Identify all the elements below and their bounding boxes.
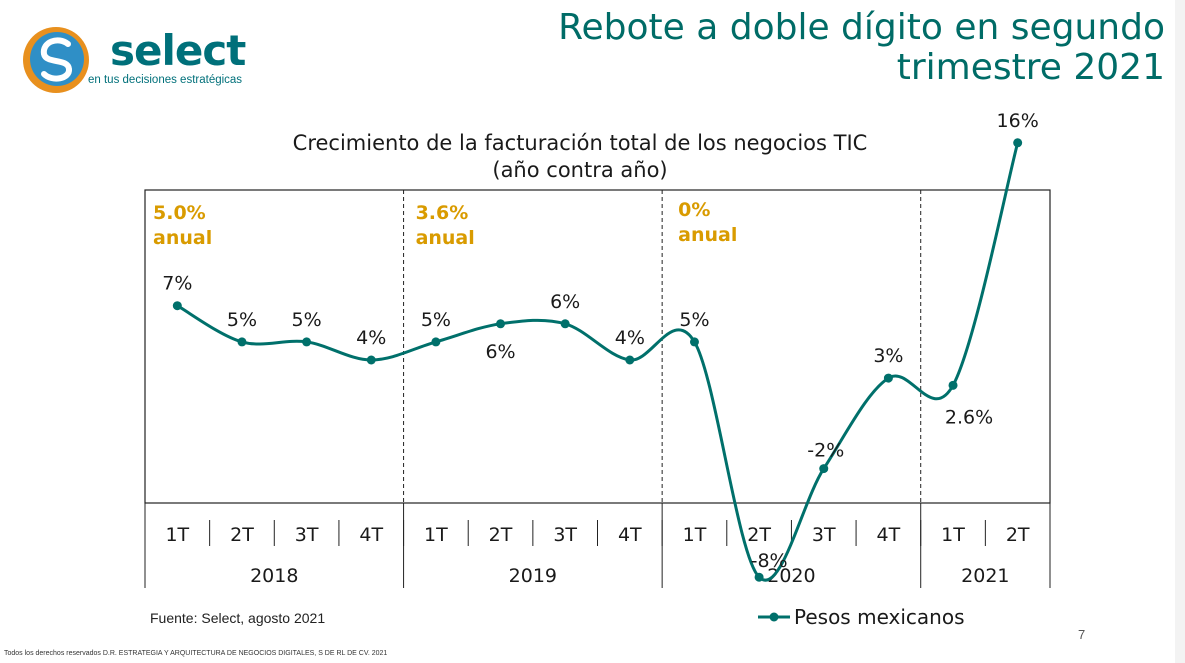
year-label: 2021	[961, 565, 1009, 587]
data-point	[560, 319, 570, 329]
quarter-label: 1T	[165, 524, 189, 546]
annual-growth-value: 0%	[678, 199, 710, 221]
series-line	[176, 142, 1020, 582]
annual-growth-value: 3.6%	[416, 202, 469, 224]
data-point	[625, 355, 635, 365]
quarter-label: 4T	[877, 524, 901, 546]
data-label: 7%	[162, 273, 192, 295]
slide-title-line2: trimestre 2021	[896, 47, 1165, 88]
logo-wordmark: select	[110, 26, 246, 75]
chart-title-main: Crecimiento de la facturación total de l…	[292, 131, 868, 155]
year-label: 2018	[250, 565, 298, 587]
source-note: Fuente: Select, agosto 2021	[150, 610, 326, 626]
quarter-label: 2T	[1006, 524, 1030, 546]
chart-legend: Pesos mexicanos	[758, 605, 965, 629]
page-number: 7	[1078, 627, 1086, 642]
plot-frame	[144, 189, 1051, 504]
data-point	[431, 337, 441, 347]
logo-tagline: en tus decisiones estratégicas	[88, 74, 243, 86]
quarter-label: 3T	[295, 524, 319, 546]
data-point	[754, 572, 764, 582]
legend-line-marker-icon	[758, 612, 790, 622]
year-label: 2019	[509, 565, 557, 587]
data-point	[366, 355, 376, 365]
data-label: -8%	[751, 550, 788, 572]
data-label: 4%	[356, 327, 386, 349]
data-point	[302, 337, 312, 347]
data-point	[883, 373, 893, 383]
footer-copyright: Todos los derechos reservados D.R. ESTRA…	[4, 650, 388, 657]
quarter-label: 1T	[424, 524, 448, 546]
data-label: 5%	[292, 309, 322, 331]
select-logo: select en tus decisiones estratégicas	[22, 24, 246, 94]
quarter-label: 2T	[230, 524, 254, 546]
quarter-label: 1T	[941, 524, 965, 546]
data-point	[237, 337, 247, 347]
quarter-label: 2T	[747, 524, 771, 546]
data-label: 16%	[997, 110, 1039, 132]
chart-subtitle: (año contra año)	[492, 158, 668, 182]
data-label: 5%	[421, 309, 451, 331]
slide-title-line1: Rebote a doble dígito en segundo	[558, 7, 1165, 48]
slide-title: Rebote a doble dígito en segundo trimest…	[405, 8, 1165, 88]
data-point	[689, 337, 699, 347]
data-label: 5%	[679, 309, 709, 331]
right-edge-bar	[1175, 0, 1185, 663]
quarter-label: 3T	[812, 524, 836, 546]
quarter-label: 1T	[683, 524, 707, 546]
data-label: -2%	[807, 440, 844, 462]
annual-growth-value: 5.0%	[153, 202, 206, 224]
quarter-label: 2T	[489, 524, 513, 546]
data-point	[948, 380, 958, 390]
data-point	[819, 464, 829, 474]
data-label: 4%	[615, 327, 645, 349]
data-point	[496, 319, 506, 329]
chart-title: Crecimiento de la facturación total de l…	[270, 130, 890, 184]
data-label: 6%	[485, 341, 515, 363]
select-logo-icon	[23, 27, 89, 93]
data-label: 3%	[873, 345, 903, 367]
quarter-label: 4T	[359, 524, 383, 546]
annual-growth-word: anual	[416, 227, 475, 249]
annual-growth-word: anual	[153, 227, 212, 249]
quarter-label: 3T	[553, 524, 577, 546]
data-label: 5%	[227, 309, 257, 331]
data-point	[172, 301, 182, 311]
data-label: 6%	[550, 291, 580, 313]
data-point	[1013, 138, 1023, 148]
data-label: 2.6%	[945, 406, 993, 428]
quarter-label: 4T	[618, 524, 642, 546]
legend-label: Pesos mexicanos	[794, 605, 965, 629]
annual-growth-word: anual	[678, 224, 737, 246]
